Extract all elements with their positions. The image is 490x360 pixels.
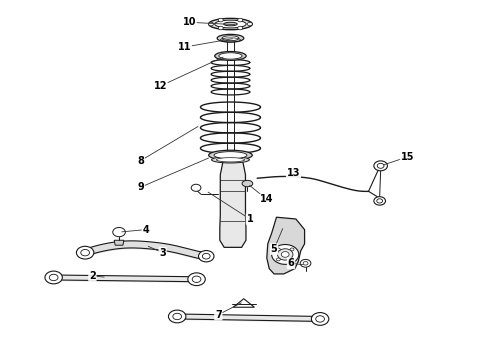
Circle shape [374,197,386,205]
Circle shape [219,26,223,30]
Ellipse shape [217,34,244,42]
Circle shape [238,26,243,30]
Polygon shape [267,217,305,274]
Circle shape [76,246,94,259]
Circle shape [209,22,214,26]
Text: 1: 1 [246,214,253,224]
Text: 15: 15 [400,152,414,162]
Text: 10: 10 [183,17,196,27]
Circle shape [188,273,205,285]
Circle shape [113,228,125,237]
Circle shape [374,161,388,171]
Polygon shape [114,240,124,245]
Text: 3: 3 [159,248,166,258]
Ellipse shape [223,22,237,26]
Text: 12: 12 [153,81,167,91]
Text: 4: 4 [142,225,149,235]
Ellipse shape [215,51,246,60]
Text: 6: 6 [288,258,294,268]
Text: 9: 9 [138,182,144,192]
Polygon shape [220,161,246,247]
Ellipse shape [222,36,239,41]
Circle shape [198,251,214,262]
Text: 7: 7 [215,310,222,320]
Text: 13: 13 [287,168,300,178]
Text: 5: 5 [270,244,277,254]
Circle shape [276,258,280,261]
Circle shape [271,244,299,264]
Ellipse shape [219,53,242,59]
Circle shape [191,184,201,192]
Circle shape [300,260,311,267]
Ellipse shape [217,158,245,162]
Ellipse shape [214,152,247,159]
Text: 11: 11 [178,42,191,52]
Circle shape [247,22,252,26]
Circle shape [281,252,289,257]
Text: 8: 8 [137,156,144,166]
Circle shape [238,18,243,22]
Ellipse shape [215,20,246,28]
Ellipse shape [209,150,252,160]
Circle shape [276,248,280,251]
Circle shape [219,18,223,22]
Circle shape [290,248,294,251]
Polygon shape [233,299,254,307]
Circle shape [169,310,186,323]
Ellipse shape [209,18,252,30]
Circle shape [311,312,329,325]
Circle shape [290,258,294,261]
Ellipse shape [212,157,249,163]
Circle shape [45,271,62,284]
Text: 14: 14 [260,194,273,204]
Ellipse shape [242,180,253,187]
Circle shape [277,249,293,260]
Text: 2: 2 [89,271,96,281]
